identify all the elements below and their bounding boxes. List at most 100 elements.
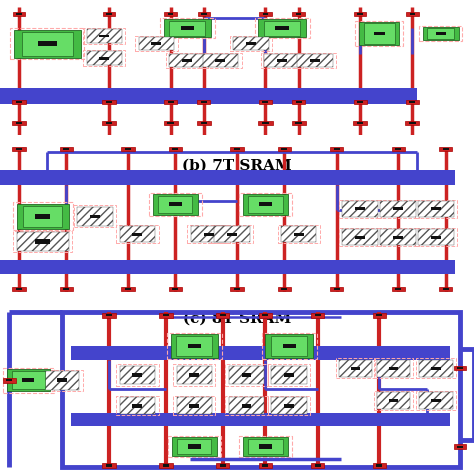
Bar bbox=[457, 367, 463, 369]
Bar bbox=[169, 147, 182, 151]
Bar bbox=[246, 43, 256, 45]
Bar bbox=[216, 313, 229, 318]
Bar bbox=[40, 370, 82, 391]
Bar bbox=[103, 12, 115, 16]
Bar bbox=[377, 200, 419, 218]
Bar bbox=[197, 121, 211, 125]
Bar bbox=[99, 57, 109, 60]
Bar bbox=[259, 100, 272, 104]
Bar bbox=[214, 226, 250, 242]
Bar bbox=[416, 391, 456, 410]
Bar bbox=[263, 13, 268, 15]
Bar bbox=[86, 51, 122, 65]
Bar bbox=[60, 287, 73, 292]
Bar bbox=[259, 202, 272, 206]
Bar bbox=[198, 12, 210, 16]
Bar bbox=[189, 373, 199, 377]
Bar bbox=[436, 32, 446, 35]
Text: (b) 7T SRAM: (b) 7T SRAM bbox=[182, 159, 292, 173]
Bar bbox=[169, 287, 182, 292]
Bar bbox=[342, 201, 378, 217]
Bar bbox=[419, 26, 463, 41]
Bar bbox=[158, 196, 192, 213]
Bar bbox=[351, 366, 360, 370]
Bar bbox=[410, 13, 415, 15]
Bar bbox=[315, 314, 320, 316]
Bar bbox=[164, 12, 177, 16]
Bar bbox=[125, 289, 131, 291]
Bar bbox=[339, 360, 372, 377]
Bar bbox=[86, 29, 122, 43]
Bar bbox=[374, 358, 413, 378]
Bar bbox=[418, 229, 454, 246]
Bar bbox=[172, 438, 217, 456]
Bar bbox=[181, 27, 194, 30]
Bar bbox=[64, 148, 69, 150]
Bar bbox=[330, 147, 343, 151]
Bar bbox=[374, 32, 385, 35]
Bar bbox=[282, 289, 287, 291]
Bar bbox=[12, 121, 26, 125]
Bar bbox=[168, 101, 173, 103]
Bar bbox=[159, 313, 173, 318]
Bar bbox=[121, 147, 135, 151]
Bar bbox=[428, 28, 454, 39]
Bar bbox=[263, 101, 268, 103]
Bar bbox=[119, 226, 155, 242]
Bar bbox=[259, 445, 272, 449]
Bar bbox=[166, 54, 209, 68]
Bar bbox=[373, 313, 386, 318]
Bar bbox=[278, 287, 291, 292]
Bar bbox=[12, 147, 26, 151]
Bar bbox=[261, 54, 303, 68]
Bar bbox=[226, 396, 267, 416]
Bar bbox=[392, 287, 405, 292]
Bar bbox=[268, 396, 310, 416]
Bar bbox=[431, 366, 441, 370]
Bar bbox=[38, 41, 57, 46]
Bar bbox=[415, 228, 457, 246]
Bar bbox=[353, 121, 367, 125]
Bar bbox=[416, 358, 456, 378]
Bar bbox=[173, 396, 215, 416]
Bar bbox=[364, 23, 394, 44]
Bar bbox=[73, 206, 116, 227]
Bar bbox=[248, 196, 283, 213]
Bar bbox=[168, 436, 220, 457]
Bar bbox=[295, 122, 302, 124]
Bar bbox=[102, 100, 116, 104]
Bar bbox=[22, 32, 73, 56]
Bar bbox=[255, 18, 310, 38]
Bar bbox=[102, 463, 116, 468]
Bar bbox=[242, 404, 252, 408]
Bar bbox=[3, 378, 16, 383]
Bar bbox=[395, 289, 401, 291]
Bar bbox=[12, 371, 45, 390]
Bar bbox=[311, 463, 324, 468]
Bar bbox=[71, 412, 450, 426]
Bar bbox=[170, 55, 205, 67]
Bar bbox=[315, 465, 320, 466]
Bar bbox=[409, 122, 416, 124]
Bar bbox=[164, 100, 177, 104]
Bar bbox=[277, 225, 319, 244]
Bar bbox=[389, 399, 398, 402]
Bar bbox=[171, 334, 218, 358]
Bar bbox=[418, 201, 454, 217]
Bar bbox=[310, 59, 320, 62]
Bar bbox=[160, 18, 215, 38]
Bar bbox=[188, 445, 201, 449]
Bar bbox=[201, 13, 207, 15]
Bar bbox=[356, 236, 365, 239]
Bar bbox=[12, 100, 26, 104]
Bar bbox=[376, 314, 382, 316]
Bar bbox=[16, 13, 22, 15]
Bar bbox=[7, 369, 50, 391]
Bar bbox=[334, 148, 339, 150]
Bar bbox=[377, 360, 410, 377]
Text: (c) 8T SRAM: (c) 8T SRAM bbox=[183, 312, 291, 326]
Bar bbox=[36, 214, 50, 219]
Bar bbox=[454, 445, 466, 449]
Bar bbox=[203, 55, 238, 67]
Bar bbox=[57, 378, 66, 382]
